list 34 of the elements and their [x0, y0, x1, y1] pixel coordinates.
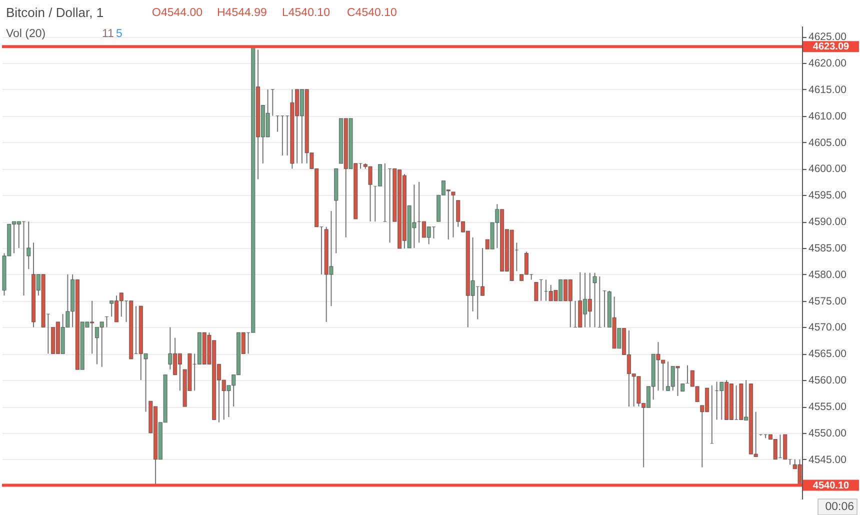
y-tick-label: 4565.00: [808, 348, 847, 360]
y-tick-label: 4570.00: [808, 322, 847, 334]
text: O4544.00: [152, 7, 203, 19]
y-tick-label: 4575.00: [808, 295, 847, 308]
text: H4544.99: [217, 7, 267, 19]
chart-title: Bitcoin / Dollar, 1: [6, 5, 104, 20]
y-tick-label: 4550.00: [808, 427, 847, 440]
text: C4540.10: [347, 7, 397, 19]
y-tick-label: 4555.00: [808, 401, 847, 414]
text: L4540.10: [282, 7, 330, 19]
annotation: 11: [102, 28, 114, 40]
ref-line-label: 4623.09: [812, 42, 850, 53]
y-tick-label: 4605.00: [808, 136, 847, 149]
candlestick: [480, 247, 485, 296]
annotation: Vol (20): [6, 28, 46, 40]
text: 00:06: [825, 501, 854, 513]
y-tick-label: 4590.00: [808, 216, 847, 228]
y-tick-label: 4560.00: [808, 374, 847, 387]
candlestick: [378, 164, 382, 187]
candlestick: [451, 191, 456, 238]
y-tick-label: 4610.00: [808, 110, 847, 122]
y-tick-label: 4545.00: [808, 454, 847, 466]
y-tick-label: 4595.00: [808, 190, 847, 202]
ref-line-label: 4540.10: [812, 480, 850, 492]
y-tick-label: 4625.00: [808, 31, 847, 44]
y-tick-label: 4600.00: [808, 163, 847, 176]
y-tick-label: 4620.00: [808, 57, 847, 70]
annotation: 5: [116, 28, 122, 40]
y-tick-label: 4615.00: [808, 84, 847, 96]
y-tick-label: 4580.00: [808, 268, 847, 281]
candlestick: [534, 282, 538, 302]
candlestick: [592, 272, 597, 328]
candlestick: [26, 221, 31, 270]
y-tick-label: 4585.00: [808, 242, 847, 254]
